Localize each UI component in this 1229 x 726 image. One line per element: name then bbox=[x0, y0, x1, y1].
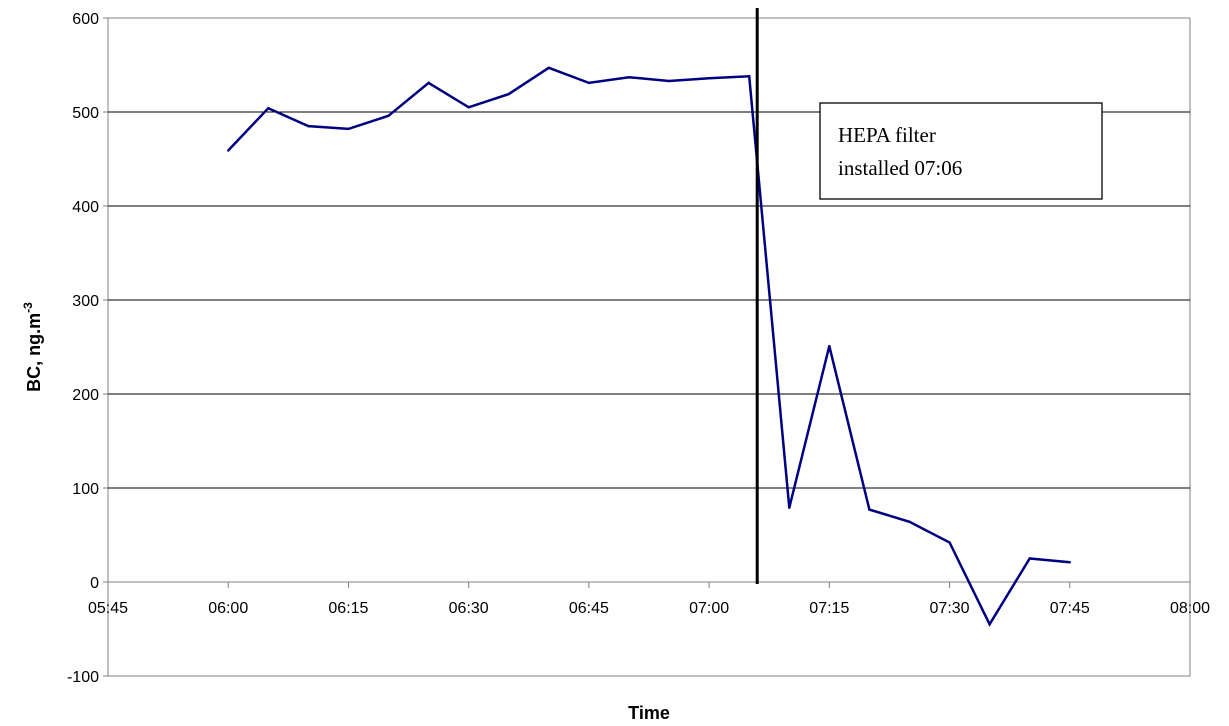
y-tick-label: 500 bbox=[72, 105, 99, 122]
data-point bbox=[427, 81, 430, 85]
data-point bbox=[347, 127, 350, 131]
data-point bbox=[788, 506, 791, 509]
y-axis: 600 500 400 300 200 100 0 -100 bbox=[67, 11, 108, 686]
x-tick-label: 06:30 bbox=[449, 600, 489, 617]
y-tick-label: 400 bbox=[72, 199, 99, 216]
x-tick-label: 07:30 bbox=[930, 600, 970, 617]
data-point bbox=[707, 76, 711, 80]
x-axis: 05:45 06:00 06:15 06:30 06:45 07:00 07:15 07:30… bbox=[88, 582, 1210, 617]
x-tick-label: 06:45 bbox=[569, 600, 609, 617]
data-point bbox=[988, 623, 991, 626]
annotation-box: HEPA filter installed 07:06 bbox=[819, 102, 1103, 200]
data-point bbox=[1028, 557, 1031, 560]
x-tick-label: 06:00 bbox=[208, 600, 248, 617]
y-axis-title-main: BC, ng.m bbox=[24, 313, 44, 392]
data-point bbox=[467, 106, 470, 109]
data-points bbox=[227, 66, 1071, 626]
data-point bbox=[387, 114, 390, 117]
series-line bbox=[227, 66, 1070, 627]
data-point bbox=[868, 508, 871, 511]
x-tick-label: 06:15 bbox=[328, 600, 368, 617]
y-axis-title-sup: -3 bbox=[21, 302, 35, 313]
data-point bbox=[627, 76, 631, 79]
y-tick-label: 200 bbox=[72, 387, 99, 404]
data-point bbox=[547, 66, 551, 70]
data-point bbox=[948, 541, 951, 544]
x-axis-title: Time bbox=[628, 703, 670, 723]
y-tick-label: 300 bbox=[72, 293, 99, 310]
data-point bbox=[747, 75, 751, 78]
y-tick-label: 100 bbox=[72, 481, 99, 498]
x-tick-label: 08:00 bbox=[1170, 600, 1210, 617]
x-tick-label: 07:15 bbox=[809, 600, 849, 617]
data-point bbox=[267, 107, 270, 110]
data-point bbox=[908, 520, 911, 524]
data-point bbox=[828, 344, 831, 348]
y-tick-label: 0 bbox=[90, 575, 99, 592]
x-tick-label: 07:45 bbox=[1050, 600, 1090, 617]
annotation-line-1: HEPA filter bbox=[838, 123, 936, 147]
data-point bbox=[227, 149, 230, 152]
annotation-line-2: installed 07:06 bbox=[838, 156, 962, 180]
y-tick-label: 600 bbox=[72, 11, 99, 28]
data-point bbox=[307, 124, 310, 128]
data-point bbox=[1068, 561, 1071, 564]
x-tick-label: 07:00 bbox=[689, 600, 729, 617]
y-axis-title: BC, ng.m-3 bbox=[21, 302, 44, 392]
y-tick-label: -100 bbox=[67, 669, 99, 686]
data-point bbox=[667, 79, 671, 83]
data-point bbox=[587, 81, 591, 85]
data-point bbox=[507, 92, 510, 96]
x-tick-label: 05:45 bbox=[88, 600, 128, 617]
